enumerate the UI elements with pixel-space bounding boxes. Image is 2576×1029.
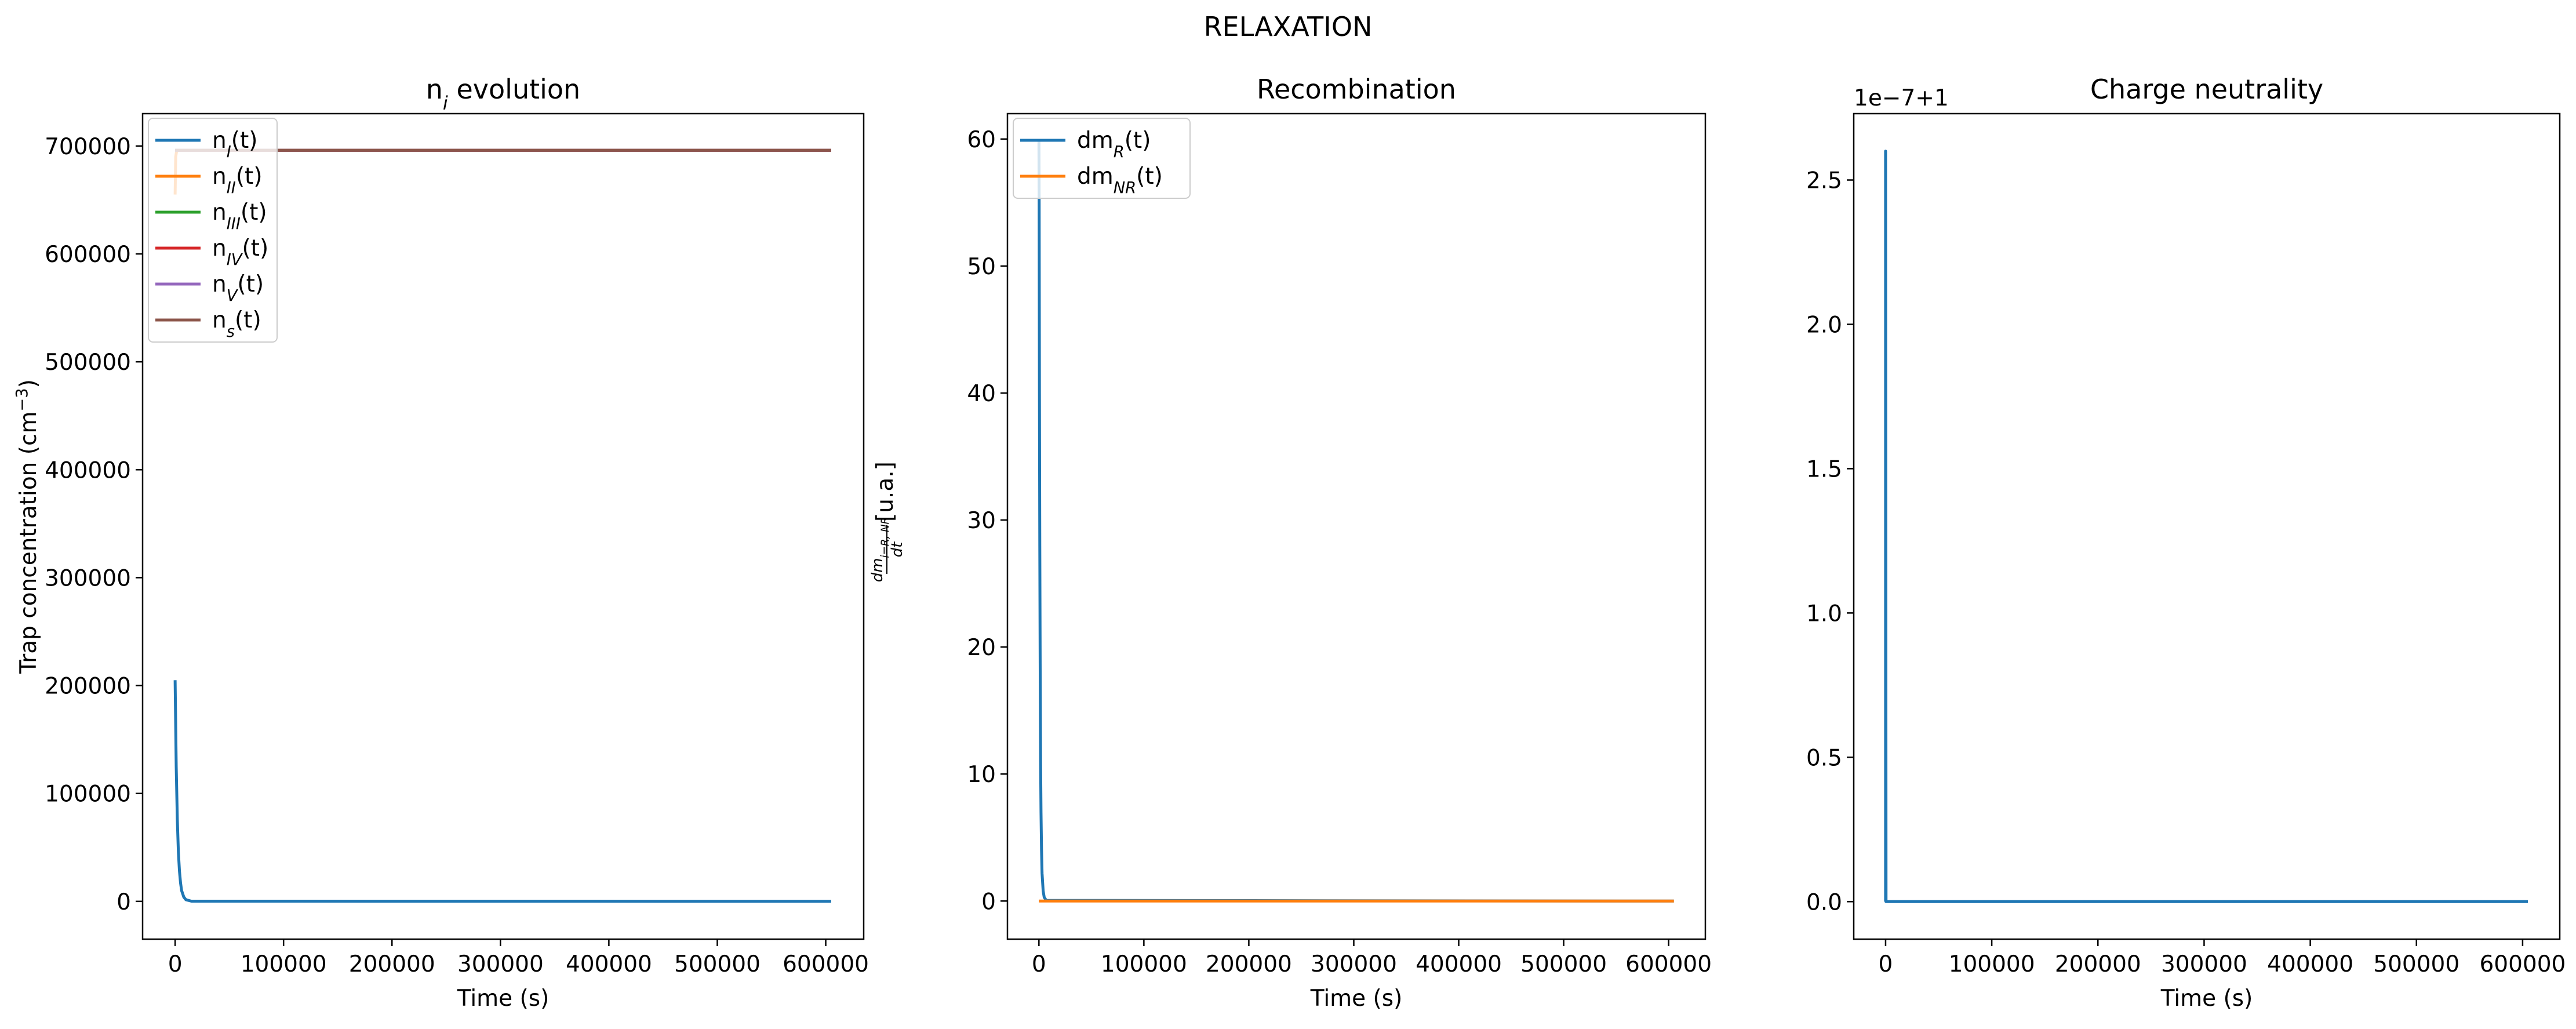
x-tick-label: 400000 [566,951,652,977]
x-tick-label: 600000 [2479,951,2566,977]
chart-panel-3: 0 100000 200000 300000 400000 500000 600000 0.0… [1806,74,2566,1012]
x-tick-label: 100000 [1949,951,2035,977]
x-tick-label: 0 [1032,951,1046,977]
y-tick-label: 700000 [45,134,131,160]
x-tick-label: 300000 [457,951,544,977]
legend-item-1: nI(t) [155,128,258,161]
y-tick-label: 0 [981,889,996,915]
y-tick-label: 100000 [45,781,131,808]
x-axis-label: Time (s) [457,986,550,1012]
legend-item-6: ns(t) [155,307,261,341]
y-tick-label: 0 [117,889,131,915]
x-tick-label: 100000 [241,951,327,977]
y-label-unit: [u.a.] [872,461,898,522]
series-line-1 [173,680,831,903]
x-axis-label: Time (s) [2160,986,2253,1012]
plot-area [1037,139,1674,903]
axes-frame [1006,112,1707,940]
axes-frame [141,112,865,940]
legend-label: nIV(t) [212,235,268,269]
series-line-1 [1884,150,2528,903]
legend-label: nII(t) [212,163,263,197]
x-tick-label: 600000 [783,951,869,977]
y-label-numerator: dmi=R, NR [869,517,892,583]
legend-item-5: nV(t) [155,271,264,305]
x-tick-label: 400000 [1416,951,1502,977]
series-line-1 [1037,139,1674,903]
y-tick-label: 500000 [45,350,131,376]
legend-item-2: nII(t) [155,163,263,197]
y-axis-label: Trap concentration (cm−3) [13,379,42,674]
x-tick-label: 200000 [1206,951,1292,977]
chart-panel-2: 0 100000 200000 300000 400000 500000 600000 0 10… [869,74,1712,1012]
y-tick-label: 2.5 [1806,168,1842,194]
x-tick-label: 400000 [2267,951,2353,977]
axes-frame [1853,112,2561,940]
legend-label: nI(t) [212,128,258,161]
legend-item-3: nIII(t) [155,199,267,233]
y-tick-label: 300000 [45,565,131,591]
y-tick-label: 1.5 [1806,456,1842,482]
legend-label: dmNR(t) [1077,163,1163,197]
x-tick-label: 500000 [2373,951,2459,977]
y-tick-label: 0.0 [1806,889,1842,915]
x-axis-label: Time (s) [1310,986,1403,1012]
x-tick-label: 500000 [674,951,761,977]
x-tick-label: 200000 [349,951,435,977]
y-tick-label: 200000 [45,674,131,700]
figure-title: RELAXATION [1204,11,1373,42]
chart-title: Charge neutrality [2090,74,2323,105]
chart-title: ni evolution [426,74,580,114]
x-tick-label: 300000 [2161,951,2247,977]
y-tick-label: 400000 [45,457,131,483]
y-label-denominator: dt [889,541,906,558]
legend: dmR(t)dmNR(t) [1013,118,1191,199]
y-tick-label: 60 [967,127,996,153]
legend-item-4: nIV(t) [155,235,268,269]
x-tick-label: 200000 [2055,951,2141,977]
plot-area [1884,150,2528,903]
x-tick-label: 100000 [1101,951,1187,977]
x-tick-label: 600000 [1625,951,1712,977]
legend-box [148,118,278,343]
legend-box [1013,118,1191,199]
legend-label: nIII(t) [212,199,267,233]
y-tick-label: 0.5 [1806,745,1842,771]
y-tick-label: 600000 [45,242,131,268]
x-tick-label: 0 [1879,951,1893,977]
y-tick-label: 2.0 [1806,312,1842,338]
legend: nI(t)nII(t)nIII(t)nIV(t)nV(t)ns(t) [148,118,278,343]
axis-offset-label: 1e−7+1 [1854,85,1949,111]
y-tick-label: 30 [967,508,996,534]
chart-title: Recombination [1257,74,1456,105]
x-tick-label: 300000 [1311,951,1397,977]
y-tick-label: 50 [967,254,996,280]
legend-label: nV(t) [212,271,264,305]
legend-item-1: dmR(t) [1020,128,1151,161]
y-tick-label: 1.0 [1806,601,1842,627]
y-tick-label: 20 [967,635,996,661]
x-tick-label: 0 [168,951,183,977]
legend-label: ns(t) [212,307,261,341]
legend-label: dmR(t) [1077,128,1151,161]
legend-item-2: dmNR(t) [1020,163,1163,197]
chart-panel-1: 0 100000 200000 300000 400000 500000 600000 0 10… [13,74,869,1012]
y-tick-label: 10 [967,762,996,788]
y-tick-label: 40 [967,381,996,407]
x-tick-label: 500000 [1520,951,1607,977]
